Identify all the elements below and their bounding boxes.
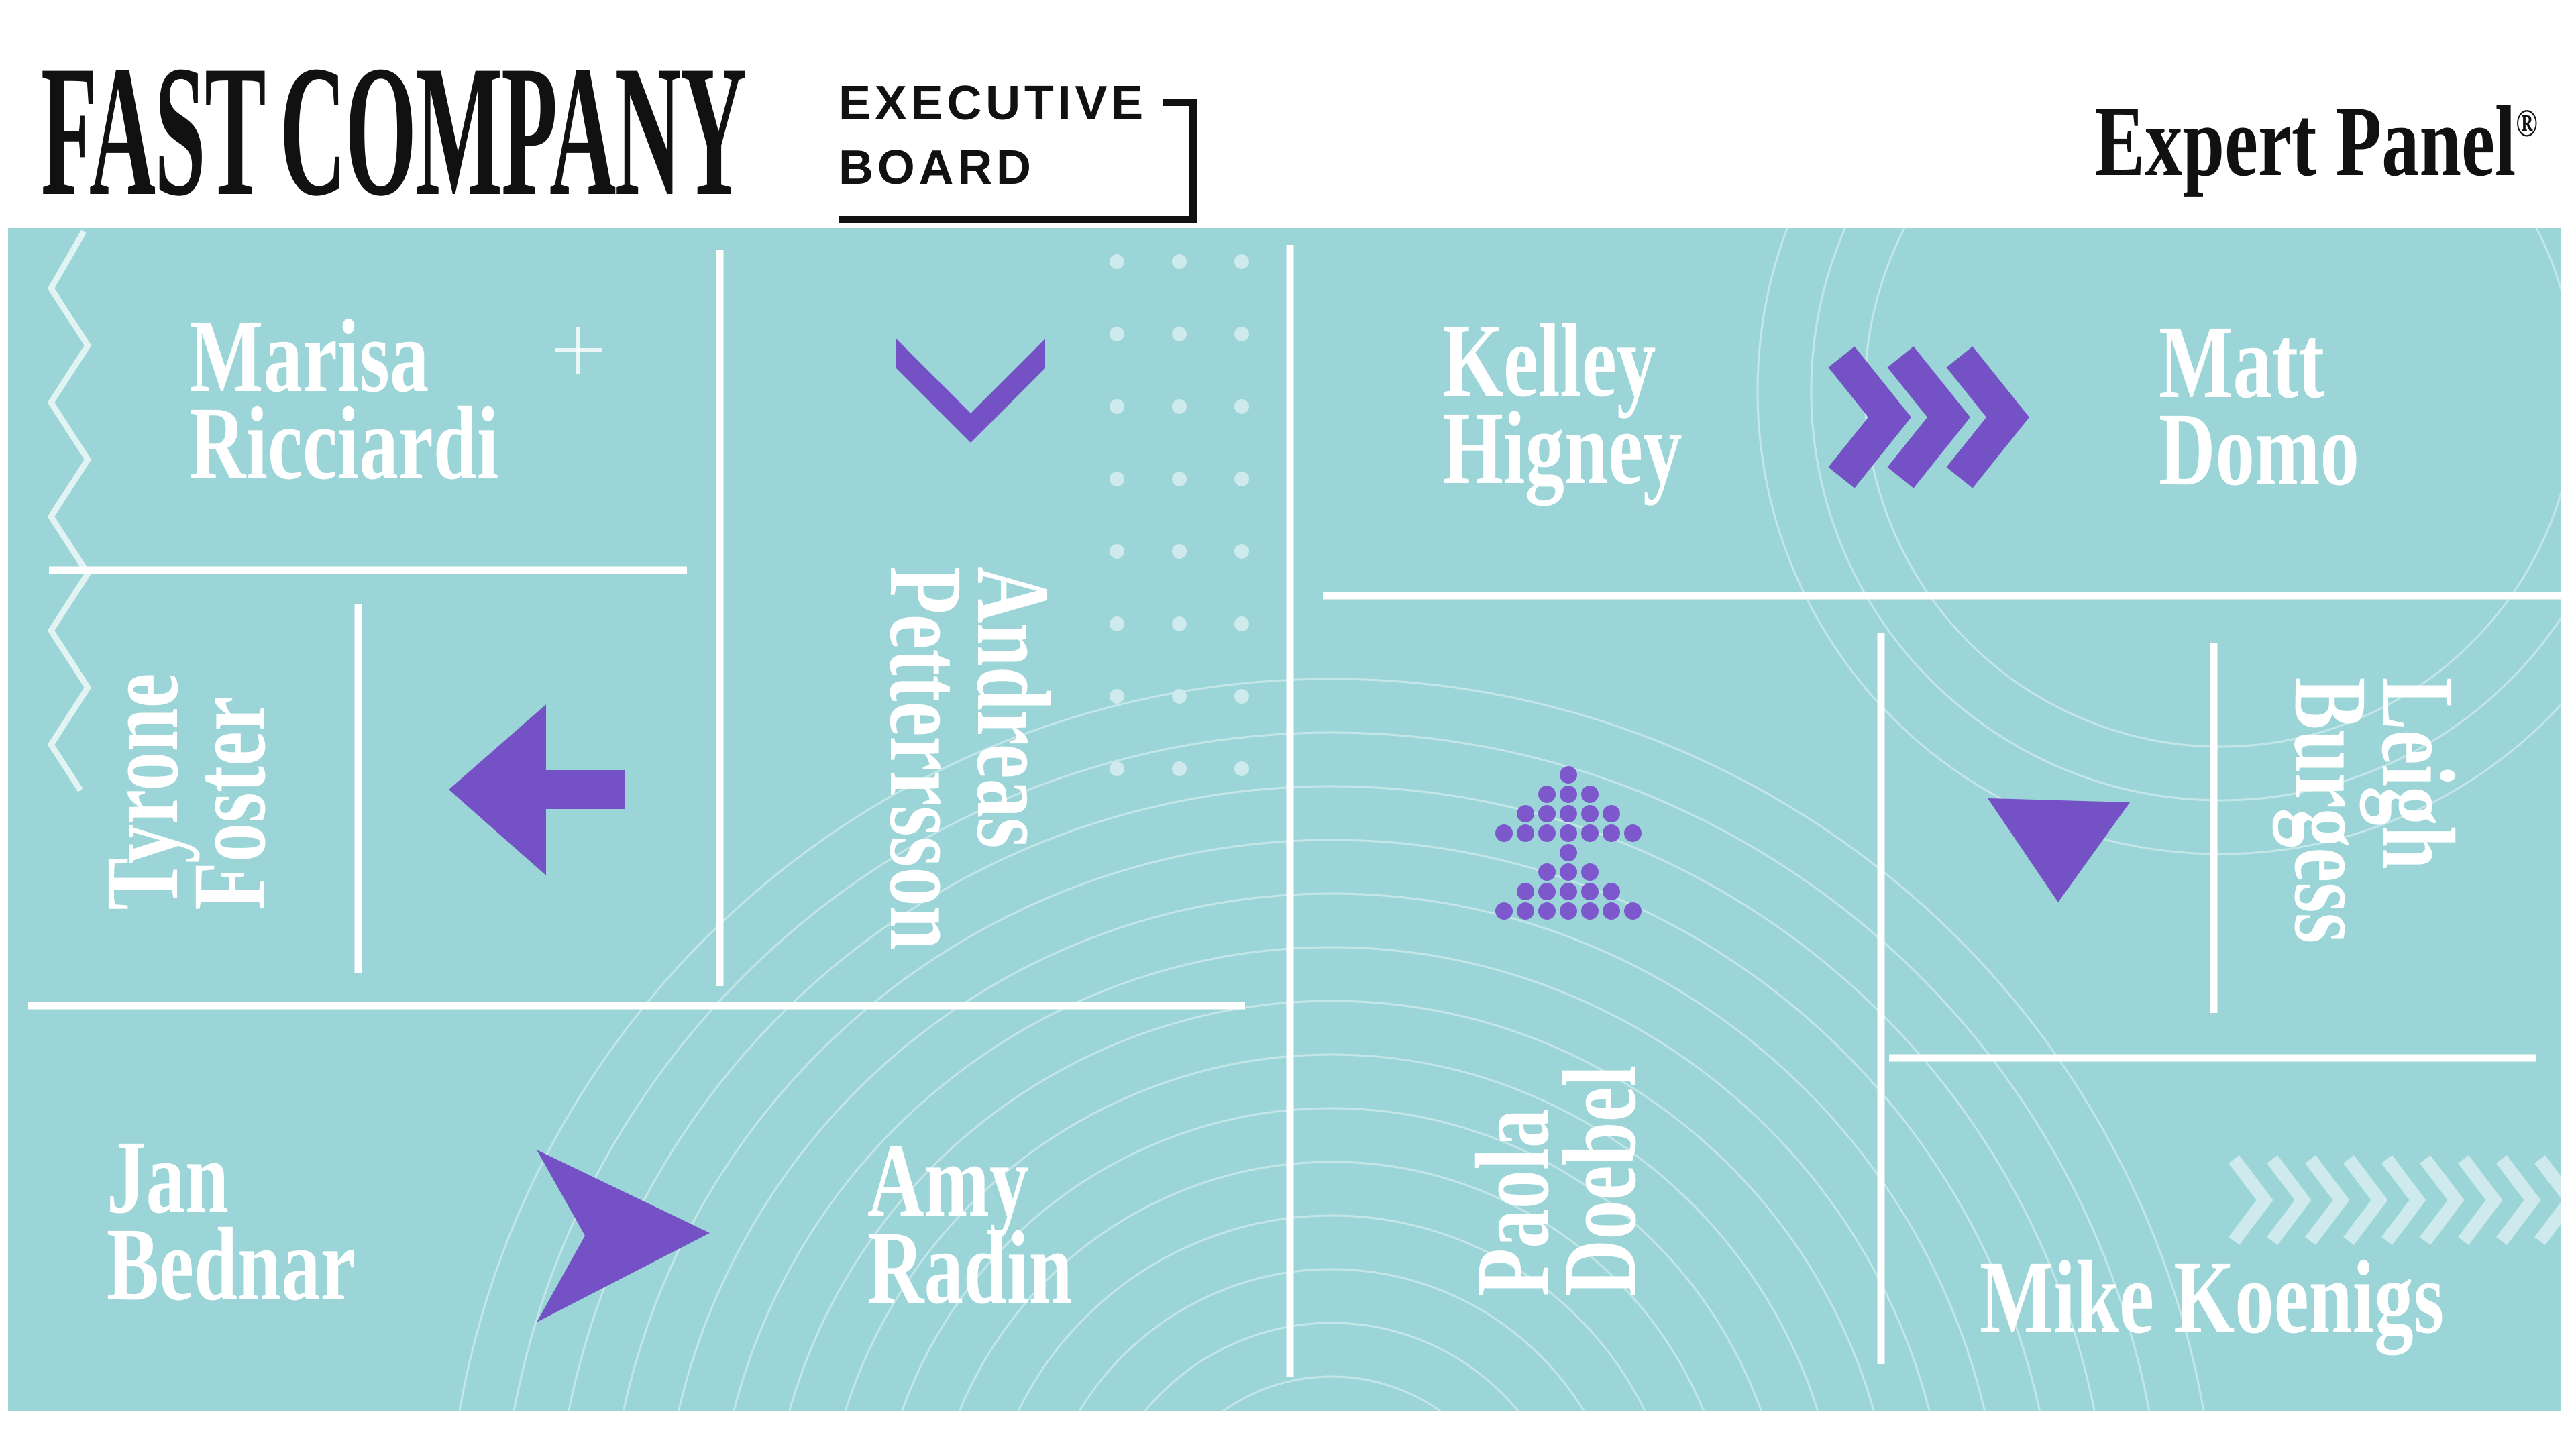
member-name-kelley: Kelley Higney (1442, 303, 1762, 506)
triangle-down-icon (1988, 798, 2130, 902)
bracket-bottom-rule (839, 216, 1197, 223)
triple-chevron-right-icon (1828, 346, 2030, 488)
bracket-tick (1163, 99, 1197, 106)
member-name-text: Andreas Petterrsson (868, 566, 1071, 950)
member-name-text: Leigh Burgess (2273, 677, 2476, 944)
member-name-tyrone: Tyrone Foster (84, 634, 287, 950)
member-name-text: Marisa Ricciardi (189, 298, 499, 501)
board-line: BOARD (839, 141, 1035, 195)
member-name-paola: Paola Doebel (1454, 1026, 1658, 1334)
member-name-andreas: Andreas Petterrsson (868, 502, 1071, 1014)
member-name-text: Amy Radin (867, 1122, 1073, 1326)
member-name-mike: Mike Koenigs (1980, 1239, 2561, 1355)
executive-line: EXECUTIVE (839, 76, 1147, 130)
member-name-text: Mike Koenigs (1980, 1239, 2445, 1355)
dots-grid-icon (1110, 254, 1249, 776)
member-name-text: Matt Domo (2159, 304, 2359, 507)
plus-icon (555, 327, 602, 374)
concentric-circles-icon (458, 678, 2205, 1411)
member-name-marisa: Marisa Ricciardi (189, 298, 602, 501)
fast-company-logo: FAST COMPANY (41, 26, 747, 235)
divider-rules (28, 245, 2561, 1377)
member-name-jan: Jan Bednar (107, 1119, 438, 1322)
executive-board-label: EXECUTIVE BOARD (839, 71, 1147, 200)
chevron-down-icon (896, 339, 1045, 443)
expert-panel-title: Expert Panel® (2094, 73, 2538, 192)
member-name-leigh: Leigh Burgess (2273, 633, 2476, 988)
arrowhead-right-icon (537, 1150, 710, 1322)
member-name-matt: Matt Domo (2159, 304, 2426, 507)
member-name-text: Jan Bednar (107, 1119, 356, 1322)
member-name-text: Tyrone Foster (84, 673, 287, 910)
expert-panel-text: Expert Panel (2094, 86, 2516, 197)
member-name-text: Paola Doebel (1454, 1065, 1658, 1297)
dotted-arrow-up-icon (1495, 766, 1642, 920)
member-name-amy: Amy Radin (867, 1122, 1141, 1326)
chevron-row-icon (2229, 1155, 2561, 1246)
arrow-left-icon (449, 704, 625, 875)
bracket-right-rule (1189, 99, 1197, 223)
panel-canvas: Marisa Ricciardi Tyrone Foster Andreas Petter… (8, 228, 2561, 1411)
zigzag-icon (47, 229, 92, 792)
decor-layer (28, 228, 2561, 1411)
header-bar: FAST COMPANY EXECUTIVE BOARD Expert Pane… (0, 0, 2576, 228)
member-name-text: Kelley Higney (1442, 303, 1682, 506)
registered-mark: ® (2516, 101, 2538, 145)
